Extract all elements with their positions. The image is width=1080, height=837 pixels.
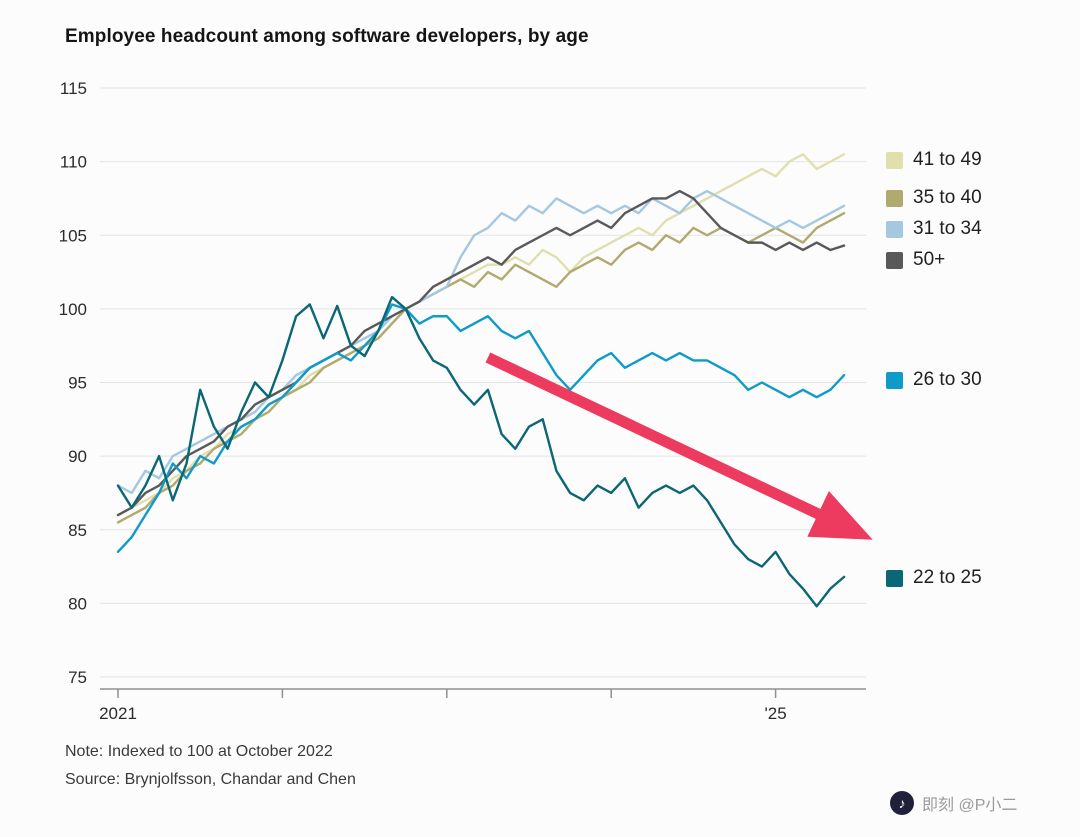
legend-item-22-to-25: 22 to 25	[886, 567, 982, 589]
legend-swatch	[886, 220, 903, 238]
legend-item-31-to-34: 31 to 34	[886, 218, 982, 240]
series-line-50	[116, 189, 846, 517]
x-tick-label: '25	[765, 704, 787, 723]
y-tick-label: 85	[68, 521, 87, 540]
legend-label: 35 to 40	[913, 187, 982, 208]
legend-label: 31 to 34	[913, 218, 982, 239]
series-line-26-to-30	[116, 303, 846, 554]
legend-swatch	[886, 371, 903, 389]
x-tick-label: 2021	[99, 704, 137, 723]
legend-item-41-to-49: 41 to 49	[886, 149, 982, 171]
y-tick-label: 90	[68, 447, 87, 466]
legend-label: 50+	[913, 249, 946, 270]
legend-item-35-to-40: 35 to 40	[886, 187, 982, 209]
jike-logo-icon: ♪	[890, 791, 914, 815]
legend-swatch	[886, 189, 903, 207]
legend-item-50: 50+	[886, 249, 945, 271]
series-line-22-to-25	[116, 295, 846, 608]
series-line-41-to-49	[116, 153, 846, 517]
y-tick-label: 115	[60, 79, 87, 98]
y-tick-label: 105	[59, 226, 87, 245]
y-tick-label: 95	[68, 374, 87, 393]
y-tick-label: 100	[59, 300, 87, 319]
chart-note: Note: Indexed to 100 at October 2022	[65, 743, 333, 760]
y-tick-label: 110	[60, 153, 87, 172]
legend-label: 22 to 25	[913, 567, 982, 588]
watermark-text: 即刻 @P小二	[922, 797, 1018, 814]
legend-swatch	[886, 151, 903, 169]
trend-arrow	[485, 352, 873, 540]
chart-title: Employee headcount among software develo…	[65, 26, 589, 47]
y-tick-label: 75	[68, 668, 87, 687]
chart-source: Source: Brynjolfsson, Chandar and Chen	[65, 771, 356, 788]
watermark: ♪ 即刻 @P小二	[890, 791, 1017, 815]
y-tick-label: 80	[68, 594, 87, 613]
legend-swatch	[886, 251, 903, 269]
legend-label: 26 to 30	[913, 369, 982, 390]
legend-label: 41 to 49	[913, 149, 982, 170]
legend-swatch	[886, 569, 903, 587]
legend-item-26-to-30: 26 to 30	[886, 369, 982, 391]
